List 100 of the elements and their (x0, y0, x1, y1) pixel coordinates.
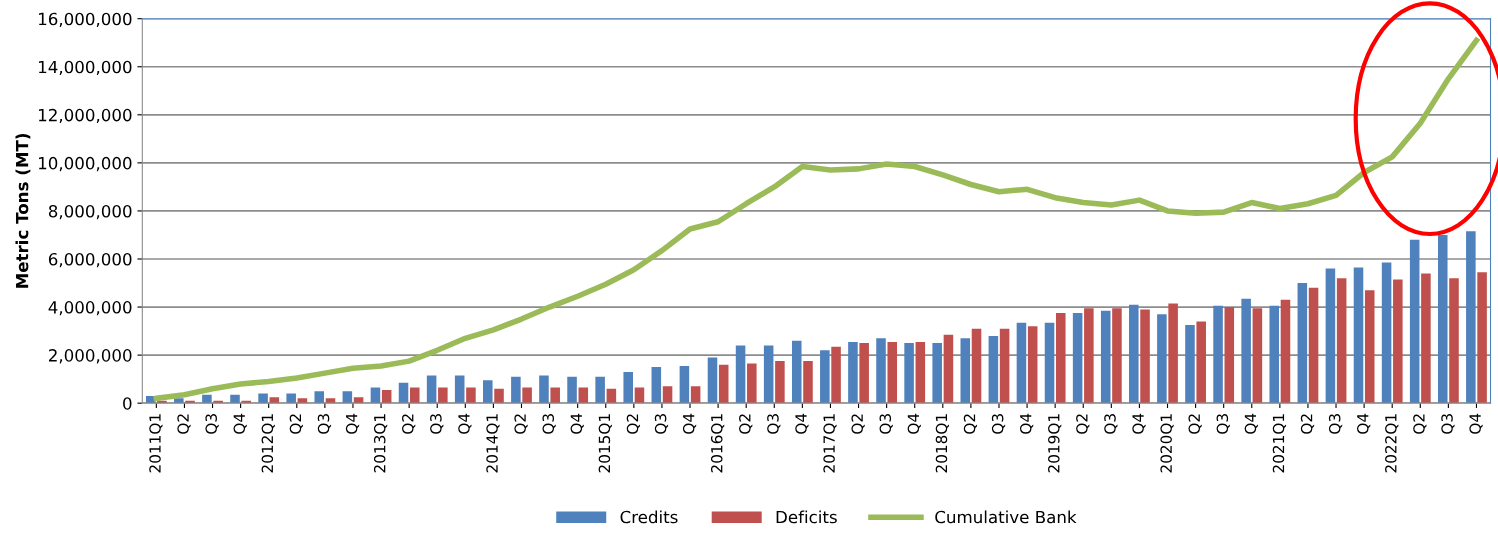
bar (735, 345, 746, 404)
x-tick-label: Q4 (458, 413, 472, 434)
bar (775, 361, 785, 404)
bar (578, 387, 589, 404)
x-tick-label: Q2 (402, 414, 416, 434)
bar (494, 388, 504, 404)
bar (1466, 231, 1476, 404)
x-tick-label: Q3 (1104, 414, 1118, 434)
bar (1308, 287, 1319, 404)
bar (690, 386, 701, 404)
bar (202, 394, 212, 404)
x-tick-label: Q3 (317, 414, 332, 434)
bar (353, 397, 364, 404)
x-tick-label: Q3 (654, 414, 669, 434)
bar (718, 364, 729, 404)
x-tick-label: 2015Q1 (598, 414, 612, 473)
bar (651, 367, 662, 404)
bar (1084, 308, 1094, 404)
legend-label: Credits (620, 510, 678, 524)
x-tick-label: Q4 (345, 413, 360, 434)
bar (258, 393, 268, 404)
bar (1129, 304, 1139, 404)
bar (1016, 322, 1027, 404)
bar (1364, 290, 1375, 404)
bar (1213, 305, 1223, 404)
x-tick-label: Q4 (1356, 413, 1371, 434)
y-tick-label: 2,000,000 (48, 349, 132, 364)
bar (438, 387, 448, 404)
bar (1241, 298, 1251, 404)
bar (1336, 278, 1347, 404)
bar (381, 389, 392, 404)
bar (1280, 299, 1291, 404)
legend-label: Cumulative Bank (935, 510, 1077, 524)
bar (325, 398, 336, 404)
x-tick-label: 2017Q1 (823, 414, 837, 473)
bar (791, 340, 802, 404)
x-tick-label: 2021Q1 (1272, 414, 1287, 473)
x-tick-label: Q2 (1300, 414, 1315, 434)
x-tick-label: Q3 (205, 414, 219, 434)
y-tick-label: 0 (123, 397, 132, 410)
x-tick-label: Q4 (907, 413, 921, 434)
y-tick-label: 16,000,000 (38, 12, 132, 27)
bar (1196, 321, 1206, 404)
x-tick-label: Q2 (289, 414, 303, 434)
bar (539, 375, 549, 404)
bar (1449, 278, 1459, 404)
bar (398, 382, 409, 404)
x-tick-label: 2011Q1 (149, 414, 163, 473)
bar (763, 345, 774, 404)
y-tick-label: 12,000,000 (38, 108, 132, 124)
bar (634, 387, 645, 404)
bar (1140, 309, 1150, 404)
bar (1393, 279, 1403, 404)
bar (1100, 310, 1111, 404)
x-tick-label: Q3 (542, 414, 556, 434)
bar (876, 338, 886, 404)
bar (915, 341, 926, 404)
x-tick-label: 2019Q1 (1048, 414, 1062, 473)
y-tick-label: 4,000,000 (48, 301, 132, 316)
x-tick-label: Q3 (1441, 414, 1455, 434)
bar (454, 375, 465, 404)
y-tick-label: 8,000,000 (48, 204, 132, 220)
bar (960, 338, 971, 404)
y-tick-label: 14,000,000 (38, 60, 132, 76)
x-tick-label: Q2 (1188, 414, 1202, 434)
x-tick-label: Q4 (795, 413, 809, 434)
bar (370, 387, 381, 404)
bar (943, 334, 954, 404)
x-tick-label: 2013Q1 (373, 414, 388, 473)
x-tick-label: Q3 (1328, 414, 1343, 434)
bar (466, 387, 476, 404)
bar (887, 341, 898, 404)
bar (1252, 308, 1263, 404)
bar (511, 376, 521, 404)
bar (1044, 322, 1055, 404)
bar (999, 328, 1010, 404)
bar (904, 343, 914, 404)
x-tick-label: Q4 (682, 413, 697, 434)
bar (1027, 326, 1038, 404)
x-tick-label: Q2 (626, 414, 641, 434)
x-tick-label: 2012Q1 (261, 414, 275, 473)
x-tick-label: Q4 (570, 413, 584, 434)
y-tick-label: 10,000,000 (38, 156, 132, 172)
x-tick-label: Q4 (1019, 413, 1034, 434)
bar (1157, 314, 1167, 404)
bar (820, 350, 830, 404)
bar (1381, 262, 1392, 404)
bar (971, 328, 982, 404)
bar (1224, 307, 1235, 404)
bar (831, 346, 841, 404)
legend-label: Deficits (776, 510, 837, 524)
x-tick-label: Q3 (767, 414, 781, 434)
bar (1072, 313, 1083, 404)
x-tick-label: Q2 (851, 414, 865, 434)
x-tick-label: Q2 (1076, 414, 1090, 434)
bar (550, 387, 560, 404)
x-tick-label: Q2 (514, 414, 528, 434)
bar (1297, 283, 1308, 404)
bar (679, 365, 690, 404)
bar (1112, 308, 1122, 404)
